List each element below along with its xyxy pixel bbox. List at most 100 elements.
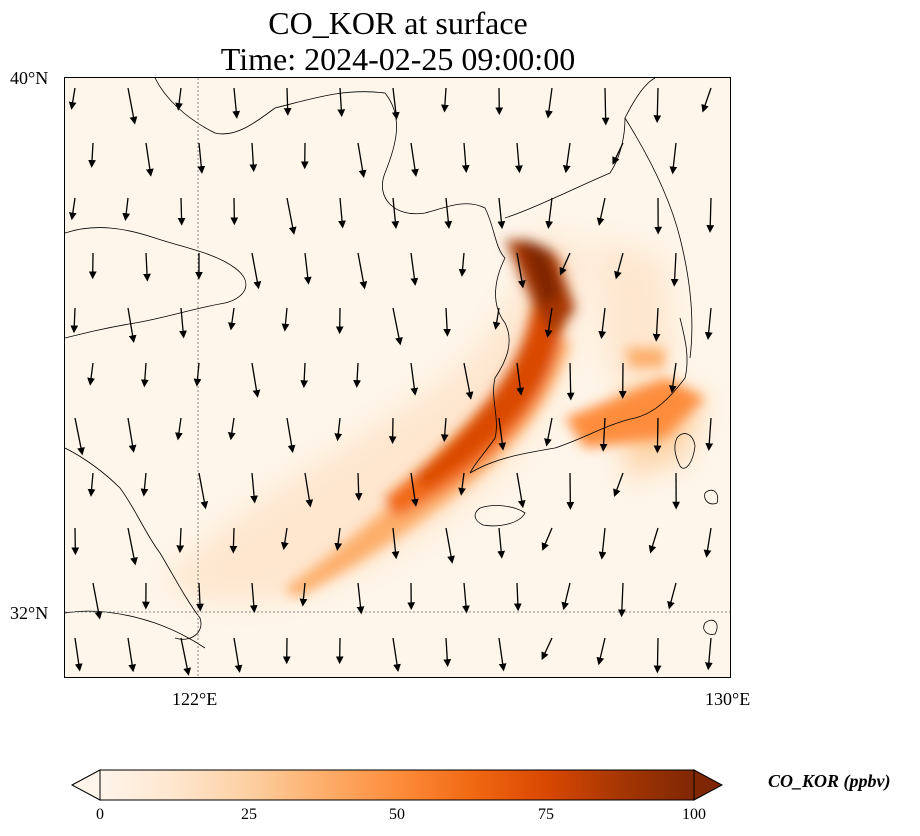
wind-arrow — [251, 362, 261, 398]
colorbar-gradient — [99, 769, 695, 801]
wind-arrow — [197, 142, 206, 174]
wind-arrow — [653, 87, 662, 124]
wind-arrow — [614, 252, 624, 280]
wind-arrow — [143, 252, 151, 282]
wind-arrow — [410, 362, 419, 396]
wind-arrow — [337, 87, 346, 118]
wind-arrow — [180, 637, 192, 676]
wind-arrow — [613, 472, 624, 498]
wind-arrow — [145, 142, 154, 177]
wind-arrow — [516, 472, 526, 509]
wind-arrow — [541, 527, 553, 551]
colorbar-title: CO_KOR (ppbv) — [768, 771, 891, 791]
wind-arrow — [334, 527, 343, 551]
wind-arrow — [391, 527, 400, 560]
gridlines — [65, 78, 730, 677]
wind-arrow — [175, 417, 183, 441]
wind-arrow — [498, 637, 507, 672]
wind-arrow — [599, 417, 608, 452]
wind-arrow — [281, 307, 290, 332]
wind-arrow — [492, 307, 501, 330]
wind-arrow — [353, 362, 361, 388]
wind-arrow — [338, 197, 346, 229]
wind-arrow — [74, 637, 83, 672]
colorbar-tick-100: 100 — [682, 806, 706, 823]
wind-arrow — [652, 307, 661, 342]
wind-arrow — [127, 417, 137, 453]
wind-arrow — [410, 472, 419, 507]
lat-label-40n: 40°N — [10, 68, 49, 88]
wind-arrow — [299, 582, 308, 607]
wind-arrow — [440, 417, 449, 443]
wind-arrow — [704, 637, 713, 671]
wind-arrow — [127, 637, 136, 673]
colorbar-svg — [70, 769, 724, 801]
wind-arrow — [497, 527, 506, 559]
wind-arrow — [286, 417, 296, 454]
wind-arrow — [458, 472, 466, 496]
wind-arrow — [562, 142, 571, 174]
colorbar-extend-low — [70, 769, 101, 801]
lon-label-130e: 130°E — [705, 689, 751, 709]
wind-arrow — [703, 527, 712, 558]
wind-arrow — [391, 197, 400, 229]
wind-arrow — [122, 197, 131, 222]
concentration-field — [165, 228, 705, 603]
wind-arrow — [196, 582, 204, 612]
wind-arrow — [357, 142, 367, 179]
wind-arrow — [669, 142, 678, 175]
wind-arrow — [179, 307, 187, 339]
wind-arrow — [304, 472, 314, 508]
wind-arrow — [516, 362, 525, 396]
wind-arrow — [545, 87, 553, 119]
colorbar-tick-0: 0 — [96, 806, 104, 823]
wind-arrow — [458, 252, 467, 277]
wind-arrow — [706, 197, 715, 233]
wind-arrow — [68, 197, 77, 221]
wind-arrow — [357, 252, 368, 290]
wind-arrow — [227, 417, 236, 441]
wind-arrow — [391, 87, 400, 120]
wind-arrow — [648, 527, 659, 554]
map-title-line-1: CO_KOR at surface — [268, 5, 528, 41]
wind-arrow — [596, 197, 606, 226]
wind-arrow — [516, 252, 526, 289]
wind-arrow — [74, 417, 85, 456]
colorbar — [70, 768, 726, 807]
wind-arrow — [249, 142, 258, 173]
wind-arrow — [545, 197, 554, 229]
map-panel — [64, 77, 731, 678]
wind-arrow — [233, 637, 243, 673]
colorbar-tick-75: 75 — [538, 806, 554, 823]
wind-arrow — [410, 142, 419, 177]
wind-vectors — [68, 87, 715, 676]
wind-arrow — [601, 87, 610, 126]
wind-arrow — [251, 252, 262, 290]
wind-arrow — [176, 527, 185, 554]
wind-arrow — [561, 582, 571, 611]
wind-arrow — [653, 417, 662, 454]
wind-arrow — [334, 417, 343, 442]
wind-arrow — [598, 307, 607, 340]
wind-arrow — [596, 637, 606, 666]
wind-arrow — [198, 472, 209, 510]
wind-arrow — [653, 637, 662, 674]
wind-arrow — [443, 307, 451, 337]
wind-arrow — [566, 362, 575, 401]
wind-arrow — [515, 142, 523, 174]
wind-arrow — [445, 527, 455, 564]
wind-arrow — [68, 87, 77, 110]
map-canvas — [65, 78, 730, 677]
wind-arrow — [441, 87, 449, 113]
wind-arrow — [229, 527, 238, 554]
wind-arrow — [127, 87, 138, 125]
wind-arrow — [598, 527, 607, 560]
wind-arrow — [303, 252, 312, 285]
wind-arrow — [410, 252, 419, 286]
wind-arrow — [498, 417, 507, 451]
wind-arrow — [612, 142, 624, 165]
wind-arrow — [462, 582, 470, 614]
wind-arrow — [286, 197, 297, 235]
wind-arrow — [392, 637, 401, 673]
colorbar-tick-25: 25 — [241, 806, 257, 823]
